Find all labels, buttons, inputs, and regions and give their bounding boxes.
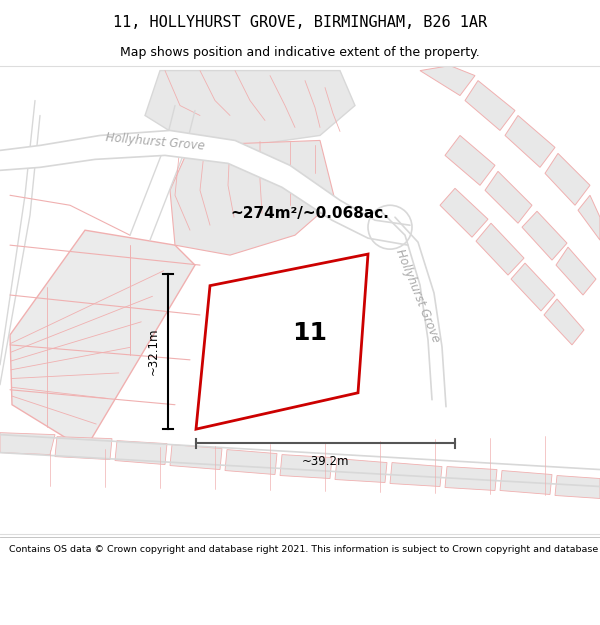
Polygon shape xyxy=(380,210,446,407)
Polygon shape xyxy=(420,66,475,96)
Polygon shape xyxy=(170,444,222,469)
Polygon shape xyxy=(225,449,277,474)
Polygon shape xyxy=(476,223,524,275)
Polygon shape xyxy=(445,136,495,185)
Polygon shape xyxy=(485,171,532,223)
Polygon shape xyxy=(555,476,600,499)
Polygon shape xyxy=(545,153,590,205)
Polygon shape xyxy=(55,437,112,459)
Text: 11, HOLLYHURST GROVE, BIRMINGHAM, B26 1AR: 11, HOLLYHURST GROVE, BIRMINGHAM, B26 1A… xyxy=(113,16,487,31)
Text: Hollyhurst Grove: Hollyhurst Grove xyxy=(105,131,205,153)
Polygon shape xyxy=(0,432,55,454)
Polygon shape xyxy=(544,299,584,345)
Text: ~274m²/~0.068ac.: ~274m²/~0.068ac. xyxy=(230,206,389,221)
Polygon shape xyxy=(280,454,332,479)
Text: ~32.1m: ~32.1m xyxy=(147,328,160,376)
Polygon shape xyxy=(335,459,387,482)
Polygon shape xyxy=(10,230,195,449)
Circle shape xyxy=(368,205,412,249)
Text: Hollyhurst Grove: Hollyhurst Grove xyxy=(394,247,443,344)
Text: 11: 11 xyxy=(293,321,328,346)
Polygon shape xyxy=(578,195,600,240)
Polygon shape xyxy=(500,471,552,494)
Polygon shape xyxy=(522,211,567,260)
Text: Contains OS data © Crown copyright and database right 2021. This information is : Contains OS data © Crown copyright and d… xyxy=(9,545,600,554)
Polygon shape xyxy=(445,466,497,491)
Polygon shape xyxy=(196,254,368,429)
Polygon shape xyxy=(0,131,410,245)
Text: Map shows position and indicative extent of the property.: Map shows position and indicative extent… xyxy=(120,46,480,59)
Polygon shape xyxy=(465,81,515,131)
Polygon shape xyxy=(115,441,167,464)
Polygon shape xyxy=(556,247,596,295)
Polygon shape xyxy=(511,263,555,311)
Text: ~39.2m: ~39.2m xyxy=(302,456,349,469)
Polygon shape xyxy=(440,188,488,237)
Polygon shape xyxy=(505,116,555,168)
Polygon shape xyxy=(170,141,335,255)
Polygon shape xyxy=(390,462,442,486)
Polygon shape xyxy=(145,71,355,146)
